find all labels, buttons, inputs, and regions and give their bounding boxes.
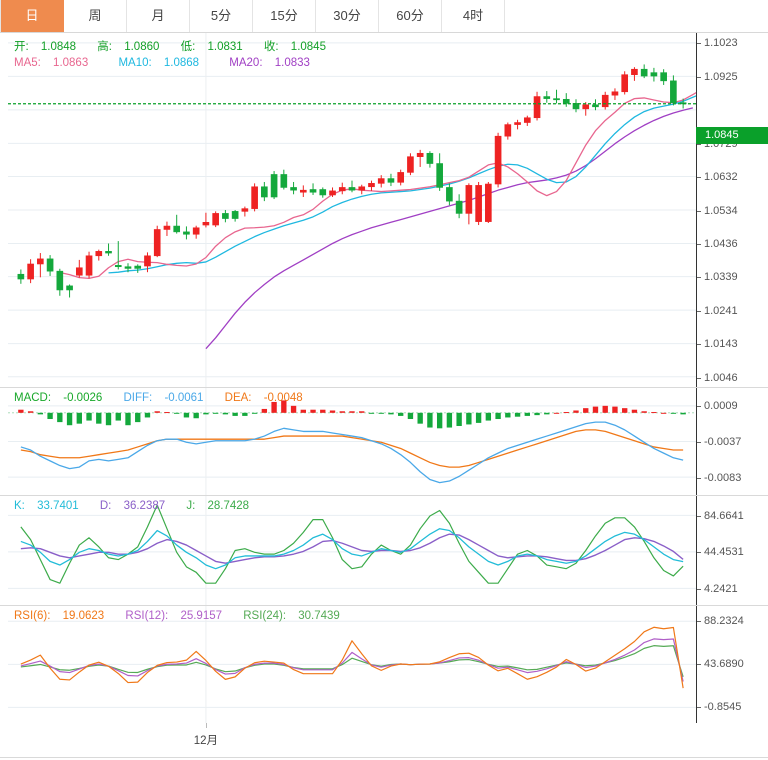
timeframe-tab-4[interactable]: 15分: [253, 0, 316, 32]
y-tick-label: 44.4531: [697, 546, 744, 559]
timeframe-tab-2[interactable]: 月: [127, 0, 190, 32]
y-tick-label: 1.0436: [697, 238, 738, 251]
y-tick-label: 1.0046: [697, 371, 738, 384]
x-axis: 12月: [0, 723, 768, 758]
macd-y-axis: 0.0009 -0.0037 -0.0083: [696, 388, 768, 495]
timeframe-tab-0[interactable]: 日: [0, 0, 64, 32]
rsi-panel: RSI(6): 19.0623 RSI(12): 25.9157 RSI(24)…: [0, 606, 768, 723]
rsi-y-axis: 88.2324 43.6890 -0.8545: [696, 606, 768, 723]
timeframe-toolbar: 日周月 5分 15分 30分 60分 4时: [0, 0, 768, 33]
x-tick-label: 12月: [193, 735, 219, 747]
y-tick-label: 0.0009: [697, 400, 738, 412]
timeframe-tab-6[interactable]: 60分: [379, 0, 442, 32]
timeframe-tab-1[interactable]: 周: [64, 0, 127, 32]
y-tick-label: -0.0083: [696, 472, 742, 484]
y-tick-label: 1.0534: [697, 204, 738, 217]
y-tick-label: 1.0143: [697, 338, 738, 351]
y-tick-label: 88.2324: [697, 615, 744, 628]
y-tick-label: 1.0925: [697, 70, 738, 83]
kdj-plot: [8, 496, 696, 605]
y-tick-label: 1.0632: [697, 170, 738, 183]
price-plot: [8, 33, 696, 387]
y-tick-label: 1.0339: [697, 271, 738, 284]
macd-panel: MACD: -0.0026 DIFF: -0.0061 DEA: -0.0048…: [0, 388, 768, 496]
toolbar-spacer: [505, 0, 768, 32]
timeframe-tab-7[interactable]: 4时: [442, 0, 505, 32]
x-tick-mark: [205, 723, 207, 728]
timeframe-tab-5[interactable]: 30分: [316, 0, 379, 32]
y-tick-label: 1.0241: [697, 304, 738, 317]
kdj-panel: K: 33.7401 D: 36.2387 J: 28.7428 84.6641…: [0, 496, 768, 606]
rsi-plot: [8, 606, 696, 723]
price-panel: 开: 1.0848 高: 1.0860 低: 1.0831 收: 1.0845 …: [0, 33, 768, 388]
y-tick-label: 43.6890: [697, 658, 744, 671]
price-y-axis: 1.10231.09251.07291.06321.05341.04361.03…: [696, 33, 768, 387]
kdj-y-axis: 84.6641 44.4531 4.2421: [696, 496, 768, 605]
y-tick-label: 4.2421: [697, 583, 738, 596]
y-tick-label: 84.6641: [697, 509, 744, 522]
y-tick-label: -0.0037: [696, 436, 742, 448]
current-price-badge: 1.0845: [696, 127, 768, 145]
macd-plot: [8, 388, 696, 495]
y-tick-label: 1.1023: [697, 36, 738, 49]
y-tick-label: -0.8545: [696, 701, 742, 714]
timeframe-tab-3[interactable]: 5分: [190, 0, 253, 32]
